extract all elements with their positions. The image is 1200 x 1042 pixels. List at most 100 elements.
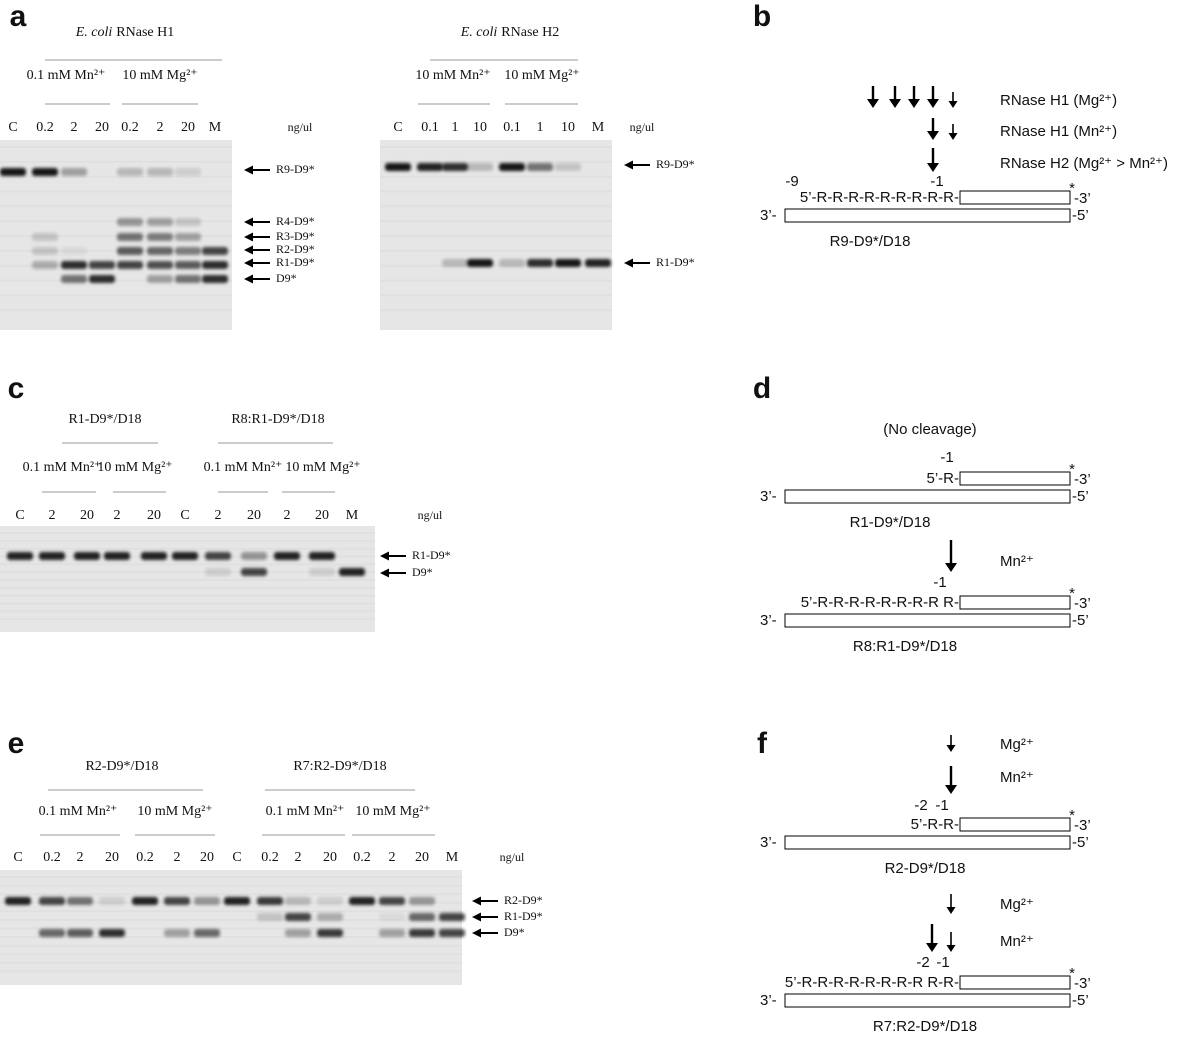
position-label: -1 — [936, 954, 949, 971]
lane-label: M — [209, 120, 222, 135]
cleavage-arrow-head — [946, 945, 956, 952]
gel-smear — [0, 885, 462, 887]
lane-label: 20 — [95, 120, 109, 135]
label: 10 mM Mg²⁺ — [285, 460, 360, 475]
strand-end: -5’ — [1072, 992, 1089, 1009]
label: 10 mM Mg²⁺ — [122, 68, 197, 83]
lane-label: C — [13, 850, 22, 865]
gel-smear — [0, 595, 375, 597]
gel-band — [175, 275, 201, 283]
gel-smear — [0, 532, 375, 534]
gel-band — [32, 233, 58, 241]
band-label: R9-D9* — [276, 162, 315, 176]
gel-band — [194, 897, 220, 905]
gel-band — [5, 897, 31, 905]
gel-band — [409, 897, 435, 905]
unit-label: ng/ul — [630, 120, 655, 134]
gel-title: E. coli RNase H2 — [460, 25, 559, 40]
dna-box — [784, 993, 1071, 1008]
cleavage-label: Mn²⁺ — [1000, 553, 1034, 570]
dna-box — [959, 817, 1071, 832]
gel-smear — [380, 250, 612, 252]
cleavage-arrow-head — [946, 907, 956, 914]
label: R7:R2-D9*/D18 — [293, 759, 386, 774]
gel-band — [417, 163, 443, 171]
lane-label: 2 — [157, 120, 164, 135]
cleavage-label: RNase H2 (Mg²⁺ > Mn²⁺) — [1000, 155, 1168, 172]
gel-band — [241, 552, 267, 560]
gel-smear — [380, 309, 612, 311]
unit-label: ng/ul — [500, 850, 525, 864]
gel-band — [467, 259, 493, 267]
gel-smear — [0, 294, 232, 296]
gel-band — [67, 897, 93, 905]
gel-band — [175, 233, 201, 241]
lane-label: 2 — [215, 508, 222, 523]
gel-smear — [0, 205, 232, 207]
panel-label: d — [753, 372, 771, 405]
gel-band — [257, 897, 283, 905]
lane-label: 2 — [114, 508, 121, 523]
dna-box — [959, 471, 1071, 486]
cleavage-arrow-head — [945, 563, 957, 572]
gel-smear — [380, 176, 612, 178]
cleavage-arrow-head — [867, 99, 879, 108]
cleavage-arrow-head — [908, 99, 920, 108]
lane-label: 20 — [315, 508, 329, 523]
lane-label: 20 — [247, 508, 261, 523]
cleavage-arrow-head — [927, 163, 939, 172]
lane-label: 2 — [295, 850, 302, 865]
gel-band — [67, 929, 93, 937]
lane-label: C — [393, 120, 402, 135]
gel-band — [117, 247, 143, 255]
label: R2-D9*/D18 — [85, 759, 158, 774]
label: 0.1 mM Mn²⁺ — [204, 460, 283, 475]
band-label: R1-D9* — [276, 255, 315, 269]
label-star: * — [1069, 807, 1075, 824]
gel-smear — [0, 945, 462, 947]
panel-label: c — [8, 372, 25, 405]
gel-smear — [0, 548, 375, 550]
lane-label: 20 — [415, 850, 429, 865]
gel-band — [409, 929, 435, 937]
gel-band — [499, 163, 525, 171]
gel-band — [439, 929, 465, 937]
strand-end: -5’ — [1072, 612, 1089, 629]
label: 10 mM Mg²⁺ — [97, 460, 172, 475]
lane-label: 2 — [174, 850, 181, 865]
band-arrow-head — [244, 274, 253, 284]
gel-band — [7, 552, 33, 560]
gel-band — [117, 218, 143, 226]
lane-label: M — [446, 850, 459, 865]
unit-label: ng/ul — [288, 120, 313, 134]
gel-band — [104, 552, 130, 560]
top-strand: 5’-R-R-R-R-R-R-R-R R- — [801, 594, 959, 611]
gel-image — [0, 870, 462, 985]
lane-label: 1 — [452, 120, 459, 135]
dna-box — [784, 489, 1071, 504]
position-label: -1 — [930, 173, 943, 190]
band-arrow-head — [380, 551, 389, 561]
gel-band — [147, 261, 173, 269]
cleavage-label: RNase H1 (Mg²⁺) — [1000, 92, 1117, 109]
position-label: -2 — [914, 797, 927, 814]
position-label: -1 — [940, 449, 953, 466]
gel-band — [39, 897, 65, 905]
band-label: D9* — [412, 565, 433, 579]
gel-smear — [380, 205, 612, 207]
top-strand: 5’-R- — [927, 470, 960, 487]
label-star: * — [1069, 180, 1075, 197]
lane-label: 2 — [71, 120, 78, 135]
gel-band — [172, 552, 198, 560]
label: 10 mM Mn²⁺ — [415, 68, 490, 83]
gel-smear — [0, 962, 462, 964]
substrate-name: R7:R2-D9*/D18 — [873, 1018, 977, 1035]
gel-smear — [0, 540, 375, 542]
lane-label: 0.2 — [136, 850, 154, 865]
strand-end: -3’ — [1074, 595, 1091, 612]
gel-band — [309, 552, 335, 560]
gel-band — [175, 247, 201, 255]
lane-label: C — [180, 508, 189, 523]
gel-band — [202, 247, 228, 255]
